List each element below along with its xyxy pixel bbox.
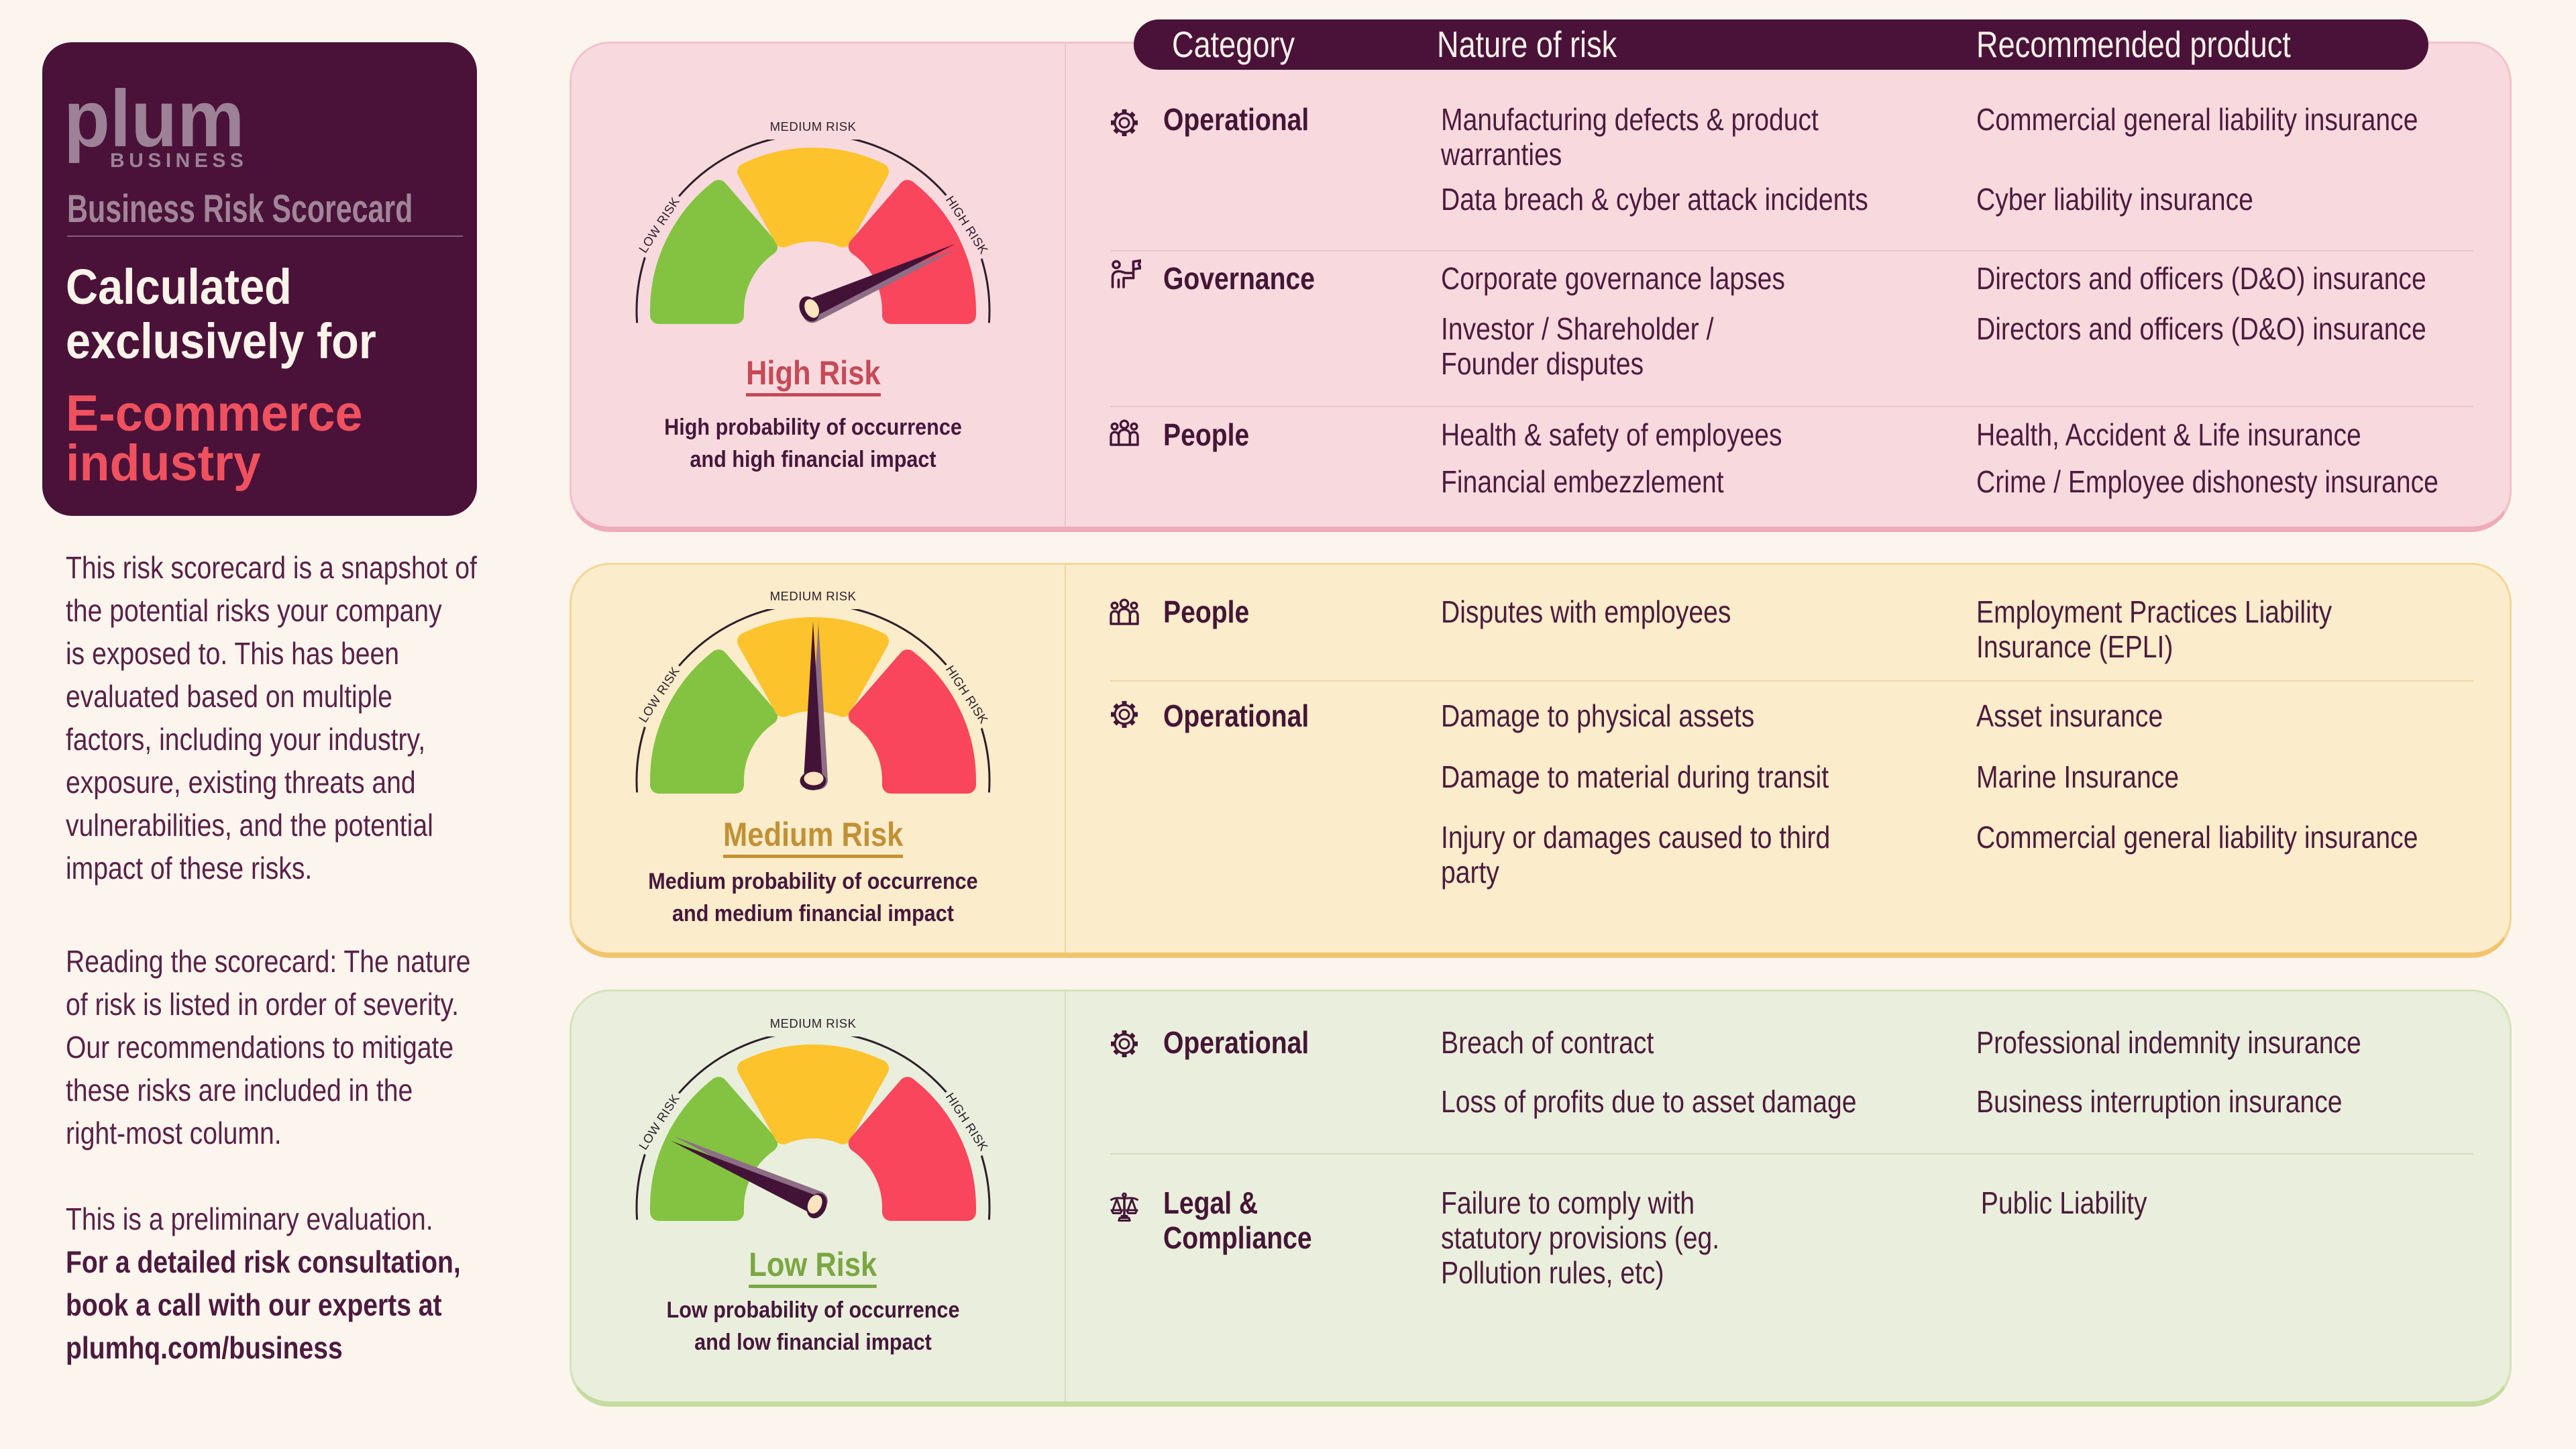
svg-text:MEDIUM RISK: MEDIUM RISK <box>770 589 857 603</box>
svg-text:MEDIUM RISK: MEDIUM RISK <box>770 1016 857 1030</box>
svg-text:MEDIUM RISK: MEDIUM RISK <box>770 119 857 133</box>
